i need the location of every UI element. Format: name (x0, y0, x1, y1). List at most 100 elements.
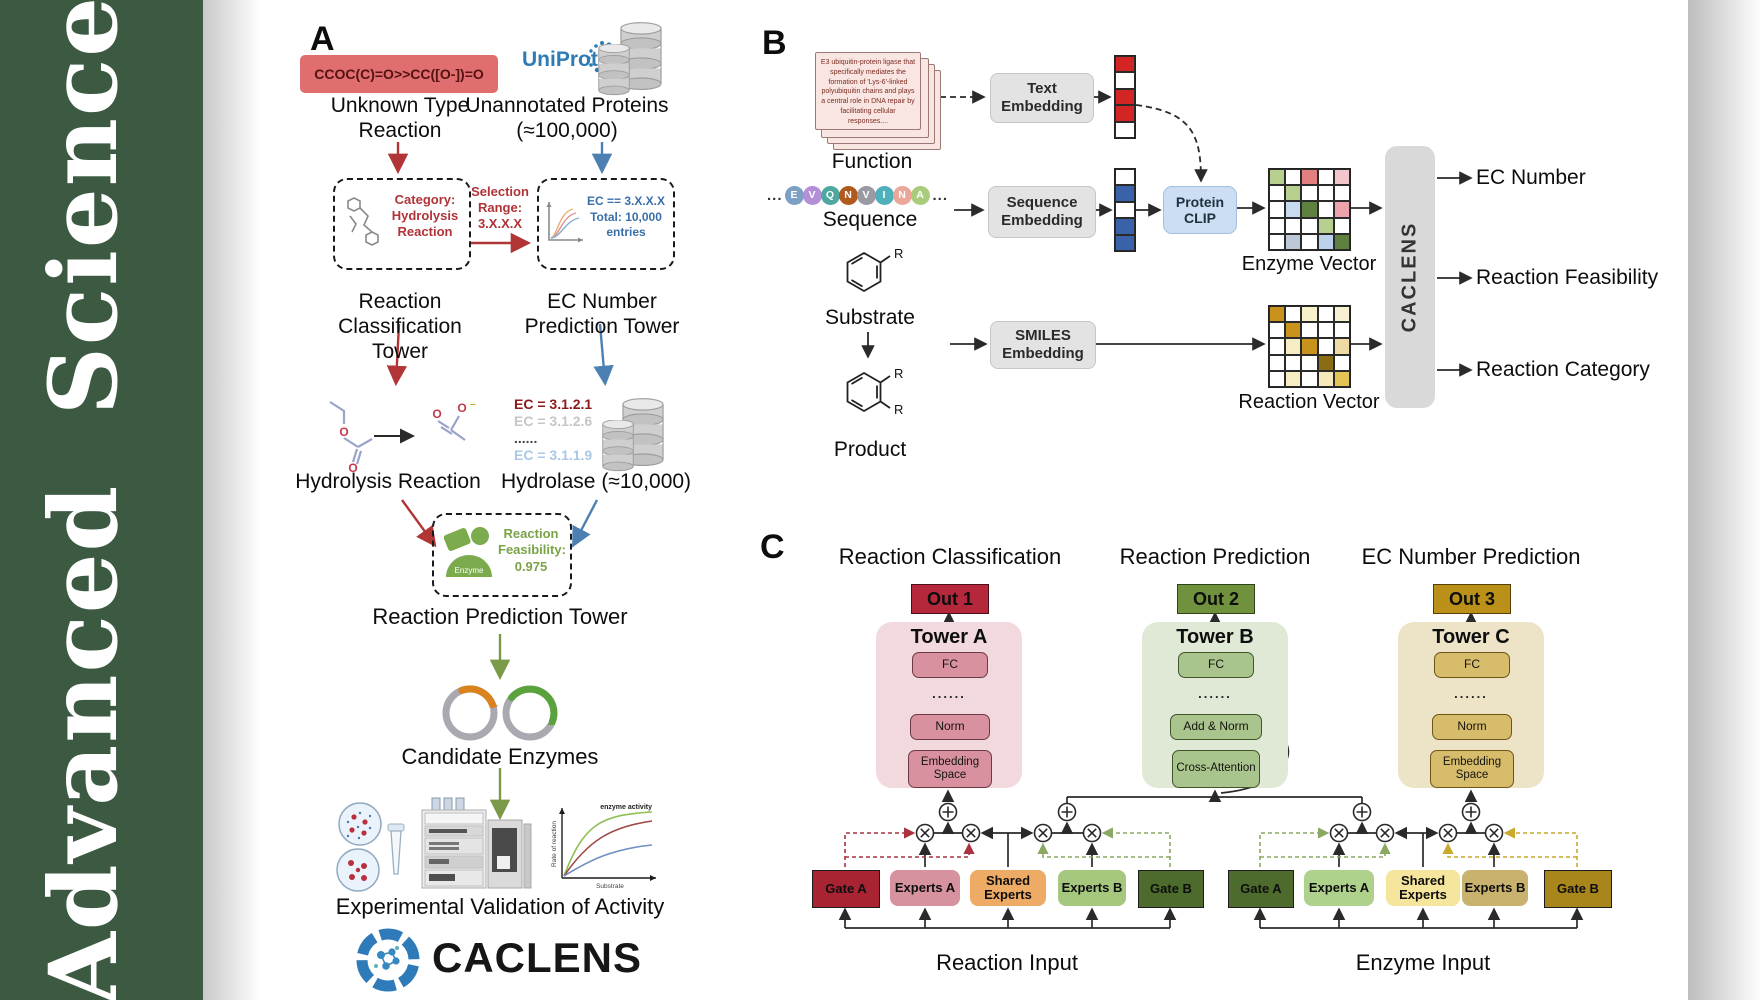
hydrolysis-reaction-label: Hydrolysis Reaction (295, 470, 481, 493)
caclens-bar-label: CACLENS (1398, 221, 1421, 333)
uniprot-wordmark: UniProt (522, 48, 598, 71)
panelA-label: A (310, 20, 335, 58)
r-group-label: R (894, 366, 903, 381)
enzyme-vector-label: Enzyme Vector (1241, 253, 1377, 275)
plot-xlabel: Substrate (596, 883, 624, 890)
text-embedding-box: Text Embedding (990, 73, 1094, 123)
tower-b-fc: FC (1178, 652, 1254, 678)
database-icon (602, 420, 634, 472)
tower-b-dots: ...... (1198, 686, 1232, 701)
svg-text:–: – (470, 399, 476, 410)
ellipsis-right: ... (932, 187, 949, 204)
sequence-embedding-box: Sequence Embedding (988, 186, 1096, 238)
panelB-label: B (762, 24, 787, 62)
out2-box: Out 2 (1177, 584, 1255, 614)
caclens-wordmark: CACLENS (432, 934, 643, 981)
tower-a-dots: ...... (932, 686, 966, 701)
tower-a-title: Tower A (910, 626, 988, 648)
database-icon (598, 44, 630, 96)
enzyme-experts-a: Experts A (1304, 870, 1374, 906)
output-reaction-feasibility: Reaction Feasibility (1476, 266, 1659, 289)
reaction-vector-label: Reaction Vector (1238, 391, 1380, 413)
tower-c-dots: ...... (1454, 686, 1488, 701)
svg-text:O: O (348, 461, 357, 475)
caclens-bar: CACLENS (1385, 146, 1435, 408)
sequence-label: Sequence (822, 208, 918, 231)
tower-b-addnorm: Add & Norm (1170, 714, 1262, 740)
category-text: Category: Hydrolysis Reaction (391, 192, 459, 239)
reaction-input-label: Reaction Input (936, 950, 1078, 975)
function-card-stack: E3 ubiquitin-protein ligase that specifi… (815, 52, 945, 154)
tower-b-title: Tower B (1176, 626, 1254, 648)
cells-pipette-icon (336, 802, 405, 892)
protein-clip-box: Protein CLIP (1163, 186, 1237, 234)
panelC-label: C (760, 528, 785, 566)
reaction-experts-b: Experts B (1058, 870, 1126, 906)
reaction-shared-experts: Shared Experts (970, 870, 1046, 906)
ec-range-text: EC == 3.X.X.X Total: 10,000 entries (586, 194, 666, 240)
caclens-logo-icon (356, 928, 420, 992)
times-node (1484, 823, 1504, 843)
times-node (961, 823, 981, 843)
r-group-label: R (894, 402, 903, 417)
journal-sidebar (0, 0, 203, 1000)
sequence-vector (1114, 168, 1136, 252)
ec-number-list: EC = 3.1.2.1 EC = 3.1.2.6...... EC = 3.1.1… (514, 396, 593, 463)
page-shadow (203, 0, 261, 1000)
header-ec-number-prediction: EC Number Prediction (1361, 544, 1581, 569)
svg-text:O: O (339, 425, 348, 439)
plus-node (1057, 802, 1077, 822)
r-group-label: R (894, 246, 903, 261)
header-reaction-prediction: Reaction Prediction (1119, 544, 1311, 569)
category-dashed-box (333, 178, 471, 270)
output-ec-number: EC Number (1476, 166, 1586, 189)
smiles-embedding-box: SMILES Embedding (990, 321, 1096, 369)
reaction-experts-a: Experts A (890, 870, 960, 906)
product-structure: R R (846, 366, 903, 417)
hydrolase-label: Hydrolase (≈10,000) (500, 470, 692, 493)
substrate-structure: R (846, 246, 903, 293)
plasmid-icons (442, 685, 558, 741)
panelA-arrows (374, 142, 614, 821)
times-node (915, 823, 935, 843)
feasibility-dashed-box (432, 513, 572, 597)
ellipsis-left: ... (767, 187, 783, 204)
enzyme-badge: Enzyme (455, 566, 484, 575)
times-node (1375, 823, 1395, 843)
reaction-gate-a: Gate A (812, 870, 880, 908)
tower-c-norm: Norm (1432, 714, 1512, 740)
plus-node (938, 802, 958, 822)
classification-tower-label: Reaction Classification Tower (338, 290, 462, 363)
ec-tower-label: EC Number Prediction Tower (524, 290, 680, 338)
ester-molecule: O O (329, 401, 373, 475)
tower-b-cross-attention: Cross-Attention (1172, 750, 1260, 788)
times-node (1033, 823, 1053, 843)
tower-c-fc: FC (1434, 652, 1510, 678)
selection-range-text: Selection Range: 3.X.X.X (471, 184, 529, 231)
molecule-scribble-icon (347, 197, 379, 246)
substrate-label: Substrate (825, 306, 915, 329)
feasibility-text: Reaction Feasibility: 0.975 (498, 526, 566, 574)
ec-dashed-box (537, 178, 675, 270)
plot-annotation: enzyme activity (600, 804, 652, 811)
smiles-reaction-box: CCOC(C)=O>>CC([O-])=O (300, 55, 498, 93)
enzyme-gate-b: Gate B (1544, 870, 1612, 908)
page-edge-gradient (1688, 0, 1760, 1000)
curves-plot-icon (546, 202, 583, 243)
unannotated-proteins-label: Unannotated Proteins (≈100,000) (465, 94, 669, 142)
tower-a-fc: FC (912, 652, 988, 678)
tower-a-embedding: Embedding Space (908, 750, 992, 788)
enzyme-gate-a: Gate A (1228, 870, 1294, 908)
reaction-gate-b: Gate B (1138, 870, 1204, 908)
acetate-molecule: O – O (432, 399, 476, 441)
sequence-circles: ... E V Q N V I N A... (767, 186, 949, 205)
panelC-gate-dashes (844, 827, 1578, 867)
sum-product-nodes (915, 802, 1504, 843)
svg-text:O: O (432, 407, 441, 421)
tower-c-embedding: Embedding Space (1430, 750, 1514, 788)
experimental-validation-label: Experimental Validation of Activity (335, 894, 665, 919)
function-card: E3 ubiquitin-protein ligase that specifi… (815, 52, 921, 130)
function-label: Function (831, 150, 913, 173)
prediction-tower-label: Reaction Prediction Tower (372, 604, 628, 629)
